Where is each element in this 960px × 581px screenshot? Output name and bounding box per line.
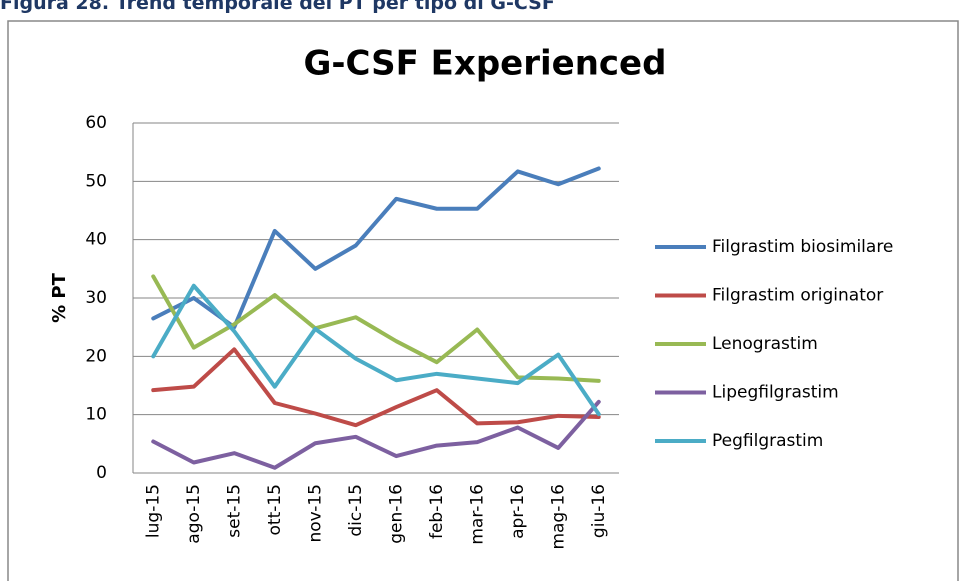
x-tick-label: apr-16	[508, 484, 528, 539]
x-tick-label: nov-15	[305, 484, 325, 543]
x-tick-label: dic-15	[346, 484, 366, 537]
figure-heading: Figura 28. Trend temporale dei PT per ti…	[0, 0, 555, 14]
x-tick-label: set-15	[224, 484, 244, 538]
chart-title: G-CSF Experienced	[304, 44, 667, 84]
y-axis-label: % PT	[49, 272, 70, 322]
series-line	[151, 347, 601, 428]
x-tick-label: ago-15	[184, 484, 204, 544]
x-tick-label: mar-16	[467, 484, 487, 545]
legend-label: Filgrastim originator	[712, 286, 883, 306]
series-line	[151, 399, 601, 470]
x-tick-label: ott-15	[265, 484, 285, 536]
y-tick-label: 50	[85, 171, 107, 191]
x-tick-label: giu-16	[589, 484, 609, 538]
legend-label: Filgrastim biosimilare	[712, 237, 893, 257]
x-tick-label: lug-15	[143, 484, 163, 538]
legend-label: Lenograstim	[712, 334, 818, 354]
legend-label: Lipegfilgrastim	[712, 383, 839, 403]
y-tick-label: 10	[85, 405, 107, 425]
y-tick-label: 20	[85, 346, 107, 366]
y-tick-label: 0	[96, 463, 107, 483]
y-tick-label: 30	[85, 288, 107, 308]
y-tick-label: 60	[85, 113, 107, 133]
x-tick-label: gen-16	[386, 484, 406, 544]
x-tick-label: mag-16	[548, 484, 568, 550]
series-line	[151, 283, 601, 417]
y-tick-label: 40	[85, 230, 107, 250]
x-tick-label: feb-16	[427, 484, 447, 539]
legend-label: Pegfilgrastim	[712, 431, 823, 451]
